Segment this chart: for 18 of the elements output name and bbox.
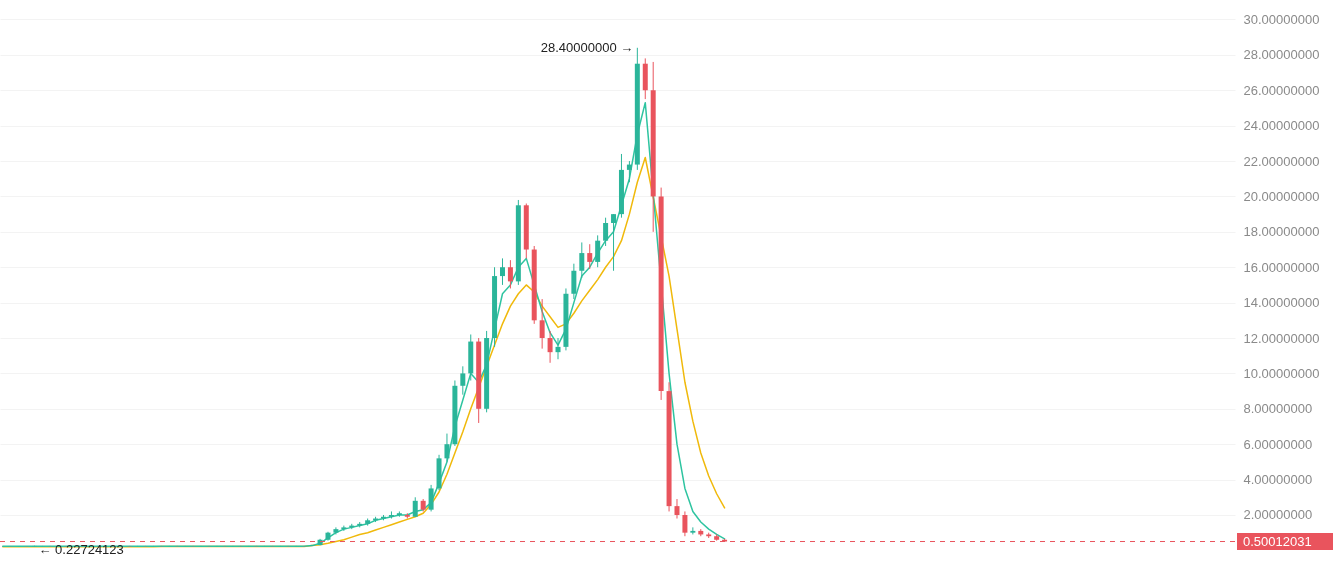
y-tick-label: 6.00000000 [1243,436,1313,452]
y-tick-label: 18.00000000 [1243,224,1320,240]
y-tick-label: 2.00000000 [1243,507,1313,523]
y-tick-label: 30.00000000 [1243,11,1320,27]
y-tick-label: 14.00000000 [1243,295,1320,311]
y-tick-label: 4.00000000 [1243,472,1313,488]
ref-line-label: 0.50012031 [1243,533,1312,549]
y-tick-label: 22.00000000 [1243,153,1320,169]
y-tick-label: 28.00000000 [1243,47,1320,63]
y-tick-label: 16.00000000 [1243,259,1320,275]
y-tick-label: 12.00000000 [1243,330,1320,346]
y-tick-label: 8.00000000 [1243,401,1313,417]
y-tick-label: 10.00000000 [1243,365,1320,381]
y-tick-label: 26.00000000 [1243,82,1320,98]
annotation: 28.40000000 → [540,39,634,55]
y-tick-label: 20.00000000 [1243,188,1320,204]
y-tick-label: 24.00000000 [1243,118,1320,134]
annotation: ← 0.22724123 [38,542,124,558]
